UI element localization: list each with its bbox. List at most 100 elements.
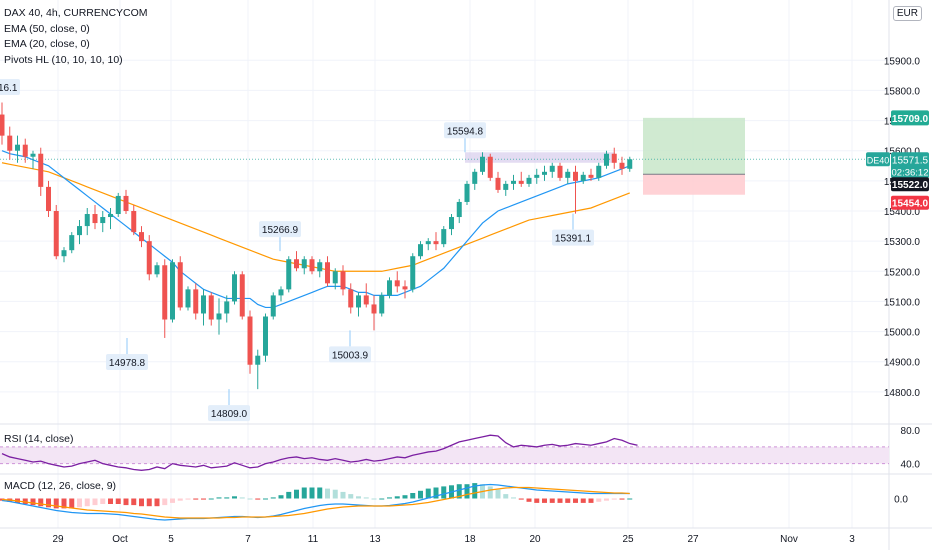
candle-body[interactable] <box>239 274 245 317</box>
candle-body[interactable] <box>77 226 82 236</box>
candle-body[interactable] <box>410 256 416 290</box>
pivots-legend[interactable]: Pivots HL (10, 10, 10, 10) <box>4 53 123 66</box>
candle-body[interactable] <box>201 295 206 314</box>
candle-body[interactable] <box>441 229 447 245</box>
candle-body[interactable] <box>185 289 191 308</box>
candle-body[interactable] <box>340 271 346 290</box>
candle-body[interactable] <box>232 274 237 302</box>
candle-body[interactable] <box>348 289 354 308</box>
candle-body[interactable] <box>255 355 261 365</box>
candle-body[interactable] <box>325 262 330 284</box>
candle-body[interactable] <box>511 180 516 184</box>
candles[interactable] <box>0 102 633 390</box>
candle-body[interactable] <box>356 295 361 308</box>
candle-body[interactable] <box>15 144 20 151</box>
candle-body[interactable] <box>286 259 292 290</box>
candle-body[interactable] <box>619 162 625 169</box>
candle-body[interactable] <box>30 153 36 157</box>
macd-tick-label: 0.0 <box>894 495 908 506</box>
candle-body[interactable] <box>549 165 555 172</box>
candle-body[interactable] <box>495 177 501 190</box>
candle-body[interactable] <box>557 165 563 178</box>
candle-body[interactable] <box>108 214 113 218</box>
candle-body[interactable] <box>92 214 98 224</box>
candle-body[interactable] <box>115 195 121 215</box>
candle-body[interactable] <box>379 295 385 314</box>
candle-body[interactable] <box>604 153 609 166</box>
candle-body[interactable] <box>270 295 276 317</box>
candle-body[interactable] <box>224 301 230 314</box>
candle-body[interactable] <box>247 316 253 365</box>
candle-body[interactable] <box>487 156 493 178</box>
candle-body[interactable] <box>472 171 478 184</box>
price-tick-label: 15100.0 <box>884 297 921 308</box>
candle-body[interactable] <box>7 135 13 151</box>
macd-title[interactable]: MACD (12, 26, close, 9) <box>4 480 117 492</box>
candle-body[interactable] <box>387 280 392 296</box>
candle-body[interactable] <box>131 211 137 233</box>
candle-body[interactable] <box>402 286 408 290</box>
symbol-title[interactable]: DAX 40, 4h, CURRENCYCOM <box>4 7 148 19</box>
candle-body[interactable] <box>84 214 90 227</box>
candle-body[interactable] <box>596 165 602 178</box>
candle-body[interactable] <box>627 159 633 169</box>
ema20-legend[interactable]: EMA (20, close, 0) <box>4 38 90 50</box>
candle-body[interactable] <box>301 259 307 269</box>
candle-body[interactable] <box>0 114 5 136</box>
candle-body[interactable] <box>371 304 377 314</box>
candle-body[interactable] <box>418 244 423 257</box>
candle-body[interactable] <box>69 235 75 251</box>
candle-body[interactable] <box>425 241 431 245</box>
candle-body[interactable] <box>193 289 199 314</box>
chart-legend: DAX 40, 4h, CURRENCYCOM EMA (50, close, … <box>4 6 148 68</box>
candle-body[interactable] <box>480 156 485 172</box>
candle-body[interactable] <box>278 289 284 296</box>
candle-body[interactable] <box>61 250 67 257</box>
time-tick-label: 13 <box>369 534 381 545</box>
candle-body[interactable] <box>263 316 268 356</box>
candle-body[interactable] <box>46 186 51 211</box>
candle-body[interactable] <box>309 259 315 272</box>
entry-price-tag-bg <box>891 177 929 192</box>
candle-body[interactable] <box>611 153 617 163</box>
candle-body[interactable] <box>565 171 571 178</box>
candle-body[interactable] <box>22 144 28 157</box>
candle-body[interactable] <box>542 171 547 175</box>
candle-body[interactable] <box>449 217 454 230</box>
candle-body[interactable] <box>363 295 369 305</box>
candle-body[interactable] <box>573 171 578 181</box>
time-axis[interactable]: 29 Oct 5 7 11 13 18 20 25 27 Nov 3 <box>52 534 855 545</box>
candle-body[interactable] <box>162 265 168 320</box>
macd-histogram-bar <box>433 487 439 499</box>
candle-body[interactable] <box>123 195 129 211</box>
currency-badge[interactable]: EUR <box>892 6 922 21</box>
candle-body[interactable] <box>503 183 509 190</box>
ema50-legend[interactable]: EMA (50, close, 0) <box>4 22 90 35</box>
candle-body[interactable] <box>433 241 439 245</box>
candle-body[interactable] <box>526 177 532 184</box>
candle-body[interactable] <box>208 295 214 320</box>
candle-body[interactable] <box>100 217 106 224</box>
candle-body[interactable] <box>139 232 144 242</box>
candle-body[interactable] <box>534 174 540 178</box>
candle-body[interactable] <box>177 262 183 308</box>
candle-body[interactable] <box>580 174 586 181</box>
candle-body[interactable] <box>146 241 152 275</box>
candle-body[interactable] <box>317 262 323 272</box>
candle-body[interactable] <box>588 174 594 178</box>
candle-body[interactable] <box>456 201 462 218</box>
macd-histogram-bar <box>162 498 168 506</box>
candle-body[interactable] <box>38 153 44 187</box>
candle-body[interactable] <box>332 271 338 284</box>
candle-body[interactable] <box>518 180 524 184</box>
candle-body[interactable] <box>394 280 400 287</box>
candle-body[interactable] <box>294 259 299 269</box>
candle-body[interactable] <box>53 211 59 257</box>
rsi-title[interactable]: RSI (14, close) <box>4 433 74 445</box>
candle-body[interactable] <box>170 262 175 320</box>
candle-body[interactable] <box>154 265 160 275</box>
candle-body[interactable] <box>216 313 222 320</box>
candle-body[interactable] <box>464 183 470 202</box>
